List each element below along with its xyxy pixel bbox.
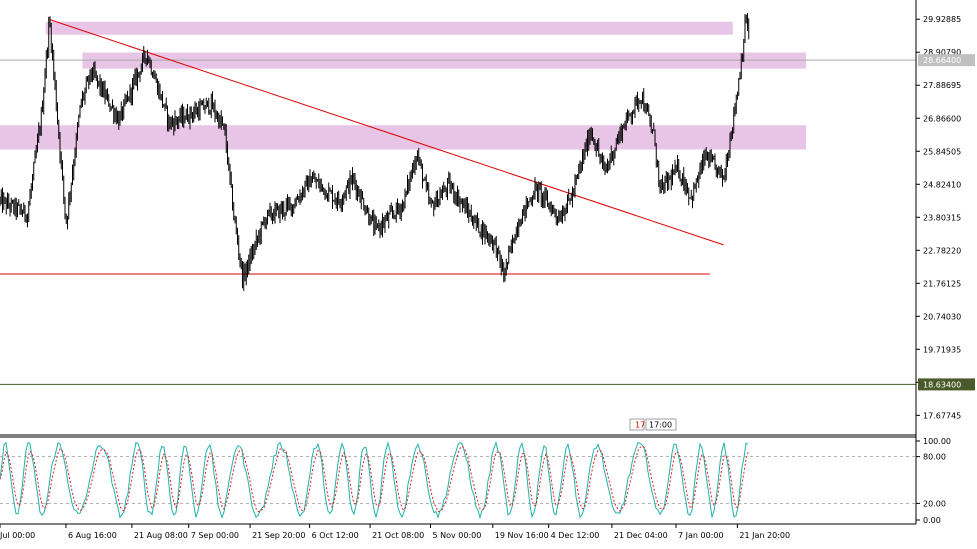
price-tick-label: 25.84505 bbox=[923, 147, 961, 156]
indicator-axis: 100.00 80.00 20.00 0.00 bbox=[916, 437, 951, 525]
resistance-zone-0 bbox=[45, 21, 733, 35]
time-tick-label: 4 Dec 12:00 bbox=[551, 531, 600, 540]
level-line-label: 18.63400 bbox=[923, 380, 961, 389]
indicator-tick-label: 20.00 bbox=[923, 499, 946, 508]
stochastic-oscillator bbox=[0, 440, 916, 520]
price-tick-label: 19.71935 bbox=[923, 345, 961, 354]
current-price-label: 28.66400 bbox=[923, 56, 961, 65]
current-price-tag bbox=[918, 54, 975, 67]
price-tick-label: 23.80315 bbox=[923, 213, 961, 222]
level-line-tag bbox=[918, 378, 975, 391]
price-tick-label: 24.82410 bbox=[923, 180, 961, 189]
candlestick-series bbox=[0, 13, 750, 291]
time-tick-label: 19 Nov 16:00 bbox=[495, 531, 549, 540]
stochastic-main-line bbox=[0, 440, 749, 520]
price-tick-label: 21.76125 bbox=[923, 279, 961, 288]
price-tick-label: 20.74030 bbox=[923, 312, 961, 321]
time-tick-label: 7 Jan 00:00 bbox=[678, 531, 724, 540]
time-tick-label: 21 Oct 08:00 bbox=[372, 531, 424, 540]
price-tick-label: 28.90790 bbox=[923, 48, 961, 57]
time-tick-label: 6 Oct 12:00 bbox=[312, 531, 359, 540]
price-tick-label: 29.92885 bbox=[923, 15, 961, 24]
indicator-tick-label: 100.00 bbox=[923, 437, 951, 446]
indicator-tick-label: 80.00 bbox=[923, 453, 946, 462]
time-tick-label: 21 Dec 04:00 bbox=[614, 531, 668, 540]
price-tick-label: 27.88695 bbox=[923, 81, 961, 90]
chart-frame bbox=[0, 0, 917, 525]
price-tick-label: 22.78220 bbox=[923, 246, 961, 255]
indicator-tick-label: 0.00 bbox=[923, 516, 941, 525]
trendline-0 bbox=[49, 19, 724, 246]
crosshair-date-tag bbox=[629, 418, 645, 431]
time-tick-label: 21 Sep 20:00 bbox=[252, 531, 305, 540]
time-tick-label: 21 Jan 20:00 bbox=[739, 531, 790, 540]
time-tick-label: 6 Aug 16:00 bbox=[68, 531, 117, 540]
time-tick-label: 5 Nov 00:00 bbox=[433, 531, 482, 540]
time-tick-label: Jul 00:00 bbox=[0, 531, 35, 540]
chart-lines bbox=[0, 19, 916, 385]
time-tick-label: 7 Sep 00:00 bbox=[191, 531, 239, 540]
price-labels: 28.66400 18.63400 17 17:00 bbox=[629, 54, 975, 431]
price-tick-label: 17.67745 bbox=[923, 411, 961, 420]
time-axis: Jul 00:00 6 Aug 16:00 21 Aug 08:00 7 Sep 00… bbox=[0, 524, 790, 540]
crosshair-time-tag bbox=[645, 418, 677, 431]
price-tick-label: 26.86600 bbox=[923, 114, 961, 123]
stochastic-signal-line bbox=[0, 445, 749, 513]
crosshair-date-label: 17 bbox=[635, 421, 645, 430]
price-axis: 29.92885 28.90790 27.88695 26.86600 25.84505… bbox=[916, 15, 961, 420]
time-tick-label: 21 Aug 08:00 bbox=[134, 531, 188, 540]
resistance-zones bbox=[0, 21, 807, 150]
crosshair-time-label: 17:00 bbox=[649, 421, 672, 430]
